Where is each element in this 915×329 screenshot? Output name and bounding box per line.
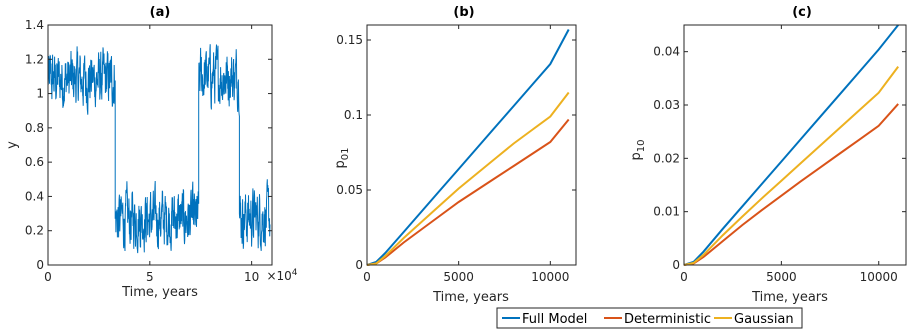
panel-c-series-deterministic-line [683,103,899,266]
panel-a-xtick-label: 5 [146,270,154,284]
panel-c-ytick-label: 0 [672,258,680,272]
panel-a: (a) 0 0.2 0.4 0.6 0.8 1 1.2 1.4 0 5 10 ×104 Time,… [5,5,298,300]
panel-c-data [683,24,900,266]
panel-c-series-full-model-line [683,24,899,266]
panel-c-title: (c) [792,5,812,20]
panel-c-ytick-label: 0.01 [653,205,680,219]
panel-a-title: (a) [150,5,171,20]
panel-b-ylabel-sub: 01 [340,148,351,161]
panel-c-yticks: 0 0.01 0.02 0.03 0.04 [653,45,906,272]
panel-a-ytick-label: 1.4 [25,18,44,32]
panel-c-ytick-label: 0.02 [653,151,680,165]
legend-label-deterministic: Deterministic [624,312,711,327]
panel-a-xtick-label: 10 [244,270,259,284]
panel-c-xtick-label: 10000 [860,270,898,284]
panel-c-series-gaussian-line [683,66,900,266]
panel-c-xlabel: Time, years [751,290,828,305]
panel-a-ytick-label: 0.6 [25,155,44,169]
panel-c-ylabel-sub: 10 [636,140,647,153]
panel-a-ytick-label: 0.8 [25,121,44,135]
panel-b-data [366,29,570,266]
panel-a-ylabel: y [5,141,20,149]
panel-a-series-0-line [47,44,271,254]
legend-entry-gaussian: Gaussian [714,312,794,327]
panel-a-x-exponent: ×104 [266,268,297,283]
panel-a-data [47,44,271,254]
panel-c-axes-box [683,24,907,266]
panel-a-ytick-label: 1.2 [25,52,44,66]
panel-b: (b) 00.050.10.15 0 5000 10000 Time, years … [333,5,577,305]
panel-a-ytick-label: 0.4 [25,189,44,203]
panel-b-series-full-model-line [366,29,570,266]
panel-b-xticks: 0 5000 10000 [363,25,569,284]
panel-b-ytick-label: 0.05 [336,183,363,197]
panel-b-xtick-label: 10000 [531,270,569,284]
panel-b-title: (b) [453,5,474,20]
panel-b-axes-box [366,24,577,266]
legend-entry-deterministic: Deterministic [604,312,711,327]
panel-b-ytick-label: 0.1 [344,108,363,122]
panel-c-xticks: 0 5000 10000 [680,25,898,284]
panel-a-ytick-label: 0 [36,258,44,272]
legend-label-full-model: Full Model [522,312,587,327]
legend: Full Model Deterministic Gaussian [496,307,803,329]
panel-b-xtick-label: 5000 [443,270,474,284]
panel-a-xticks: 0 5 10 [44,25,259,284]
panel-b-yticks: 0 0.05 0.1 0.15 [336,33,576,272]
panel-c-xtick-label: 5000 [766,270,797,284]
panel-b-xtick-label: 0 [363,270,371,284]
panel-c: (c) 0 0.01 0.02 0.03 0.04 0 5000 10000 Time, y… [629,5,907,305]
panel-a-yticks: 0 0.2 0.4 0.6 0.8 1 1.2 1.4 [25,18,272,272]
legend-label-gaussian: Gaussian [734,312,794,327]
panel-c-ytick-label: 0.03 [653,98,680,112]
panel-b-ylabel: p01 [333,148,351,169]
panel-c-xtick-label: 0 [680,270,688,284]
panel-c-ylabel-main: p [629,152,644,160]
panel-b-ytick-label: 0.15 [336,33,363,47]
panel-a-x-exponent-power: 4 [292,268,298,278]
panel-b-series-deterministic-line [366,118,570,266]
panel-c-ylabel-group: p10 [629,140,647,161]
panel-c-ytick-label: 0.04 [653,45,680,59]
panel-b-xlabel: Time, years [432,290,509,305]
panel-a-axes-box [47,24,273,266]
panel-b-ylabel-group: p01 [333,148,351,169]
panel-b-ytick-label: 0 [355,258,363,272]
legend-box [496,307,803,329]
panel-c-ylabel: p10 [629,140,647,161]
panel-b-ylabel-main: p [333,160,348,168]
panel-a-xlabel: Time, years [121,285,198,300]
panel-a-xtick-label: 0 [44,270,52,284]
panel-a-ytick-label: 1 [36,87,44,101]
panel-a-ytick-label: 0.2 [25,224,44,238]
panel-b-series-gaussian-line [366,91,570,266]
legend-entry-full-model: Full Model [502,312,587,327]
